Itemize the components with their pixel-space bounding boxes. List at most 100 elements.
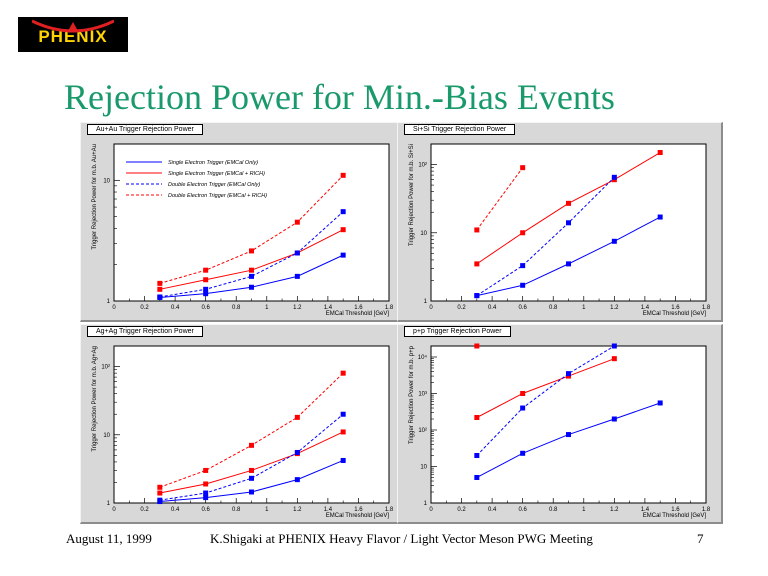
- chart-panel-sisi: 0 0.2 0.4 0.6 0.8 1 1.2 1.4 1.6 1.8 1 10 10² EMCal Th…: [397, 122, 723, 322]
- y-tick-label: 10³: [418, 391, 427, 397]
- data-point: [340, 227, 346, 233]
- page-title: Rejection Power for Min.-Bias Events: [64, 77, 615, 117]
- x-tick-label: 0.6: [518, 305, 527, 311]
- data-point: [203, 481, 209, 487]
- logo-text: PHENIX: [38, 27, 108, 46]
- data-point: [249, 475, 254, 481]
- x-axis-label: EMCal Threshold [GeV]: [643, 513, 707, 519]
- series-line: [476, 167, 524, 231]
- data-point: [474, 474, 480, 480]
- data-point: [203, 277, 209, 283]
- data-point: [249, 467, 254, 473]
- data-point: [474, 453, 480, 459]
- y-tick-label: 10²: [101, 365, 110, 371]
- x-tick-label: 1: [582, 507, 586, 513]
- data-point: [566, 261, 571, 267]
- data-point: [340, 370, 346, 376]
- x-tick-label: 0.2: [140, 305, 149, 311]
- x-tick-label: 1.4: [324, 507, 333, 513]
- y-axis-label: Trigger Rejection Power for m.b. Si+Si: [409, 144, 415, 246]
- data-point: [657, 400, 663, 406]
- chart-sisi: 0 0.2 0.4 0.6 0.8 1 1.2 1.4 1.6 1.8 1 10 10² EMCal Th…: [409, 143, 711, 317]
- data-point: [157, 294, 163, 300]
- data-point: [157, 286, 163, 292]
- x-tick-label: 0.6: [201, 305, 210, 311]
- logo-arc-graphic: [32, 19, 114, 33]
- y-tick-label: 10: [420, 231, 427, 237]
- data-point: [611, 174, 617, 180]
- data-point: [340, 457, 346, 463]
- data-point: [474, 343, 480, 349]
- x-tick-label: 0: [429, 305, 433, 311]
- data-point: [611, 416, 617, 422]
- data-point: [520, 390, 526, 396]
- data-point: [474, 293, 480, 299]
- data-point: [249, 248, 254, 254]
- y-tick-label: 10: [103, 433, 110, 439]
- x-tick-label: 1.4: [641, 507, 650, 513]
- y-tick-label: 10²: [418, 163, 427, 169]
- data-point: [611, 356, 617, 362]
- footer-presenter: K.Shigaki at PHENIX Heavy Flavor / Light…: [210, 531, 593, 546]
- data-point: [294, 219, 300, 225]
- chart-title-agag: Ag+Ag Trigger Rejection Power: [87, 326, 203, 337]
- data-point: [340, 172, 346, 178]
- x-axis-label: EMCal Threshold [GeV]: [643, 311, 707, 317]
- x-tick-label: 1.6: [354, 507, 363, 513]
- x-tick-label: 0: [112, 507, 116, 513]
- legend-entry: Single Electron Trigger (EMCal + RICH): [168, 171, 265, 177]
- y-tick-label: 1: [107, 299, 111, 305]
- data-point: [566, 200, 571, 206]
- data-point: [566, 432, 571, 438]
- data-point: [203, 291, 209, 297]
- x-tick-label: 0.2: [140, 507, 149, 513]
- data-point: [520, 263, 526, 269]
- x-tick-label: 1.4: [641, 305, 650, 311]
- series-line: [476, 176, 615, 297]
- data-point: [294, 273, 300, 279]
- data-point: [294, 414, 300, 420]
- y-tick-label: 1: [424, 501, 428, 507]
- y-tick-label: 10⁴: [418, 354, 428, 361]
- x-tick-label: 1.4: [324, 305, 333, 311]
- data-point: [340, 429, 346, 435]
- x-tick-label: 1.8: [385, 305, 394, 311]
- x-tick-label: 1: [265, 305, 269, 311]
- x-tick-label: 0.6: [518, 507, 527, 513]
- data-point: [203, 490, 209, 496]
- data-point: [249, 273, 254, 279]
- legend-entry: Single Electron Trigger (EMCal Only): [168, 160, 258, 166]
- series-line: [159, 211, 344, 298]
- y-tick-label: 10: [103, 178, 110, 184]
- x-tick-label: 0.4: [488, 507, 497, 513]
- chart-panel-pp: 0 0.2 0.4 0.6 0.8 1 1.2 1.4 1.6 1.8 1 10 10² 10³ 10⁴ EM…: [397, 324, 723, 524]
- data-point: [157, 484, 163, 490]
- x-tick-label: 1.6: [671, 305, 680, 311]
- data-point: [203, 467, 209, 473]
- data-point: [249, 267, 254, 273]
- data-point: [249, 284, 254, 290]
- data-point: [203, 286, 209, 292]
- data-point: [520, 450, 526, 456]
- data-point: [611, 238, 617, 244]
- data-point: [566, 371, 571, 377]
- series-line: [476, 358, 615, 418]
- x-tick-label: 1.2: [293, 507, 302, 513]
- data-point: [157, 280, 163, 286]
- y-axis-label: Trigger Rejection Power for m.b. Au+Au: [92, 144, 98, 250]
- x-tick-label: 0.8: [232, 305, 241, 311]
- x-tick-label: 1.2: [293, 305, 302, 311]
- x-tick-label: 1.8: [385, 507, 394, 513]
- data-point: [340, 209, 346, 215]
- data-point: [520, 282, 526, 288]
- data-point: [520, 165, 526, 171]
- data-point: [474, 261, 480, 267]
- x-axis-label: EMCal Threshold [GeV]: [326, 513, 390, 519]
- x-tick-label: 0.8: [549, 507, 558, 513]
- chart-title-pp: p+p Trigger Rejection Power: [404, 326, 511, 337]
- x-tick-label: 0.2: [457, 507, 466, 513]
- data-point: [249, 442, 254, 448]
- data-point: [157, 490, 163, 496]
- data-point: [657, 214, 663, 220]
- data-point: [294, 477, 300, 483]
